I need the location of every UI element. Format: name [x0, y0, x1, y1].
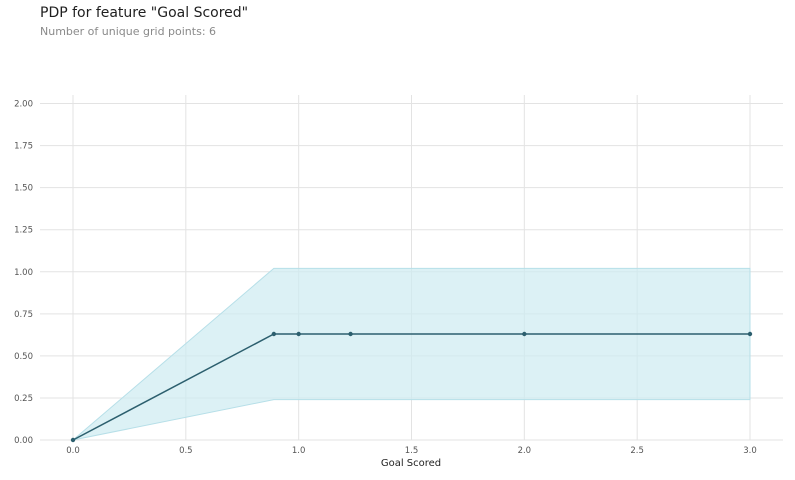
y-tick-label: 1.50: [14, 184, 33, 194]
x-tick-label: 2.5: [630, 446, 644, 456]
y-tick-label: 0.75: [14, 310, 33, 320]
y-tick-label: 0.00: [14, 436, 33, 446]
y-tick-label: 0.25: [14, 394, 33, 404]
y-tick-label: 2.00: [14, 100, 33, 110]
pdp-point: [70, 437, 76, 443]
x-tick-label: 0.0: [66, 446, 80, 456]
y-tick-label: 0.50: [14, 352, 33, 362]
x-tick-label: 0.5: [179, 446, 193, 456]
pdp-point: [747, 331, 753, 337]
x-tick-label: 1.0: [292, 446, 306, 456]
y-tick-label: 1.25: [14, 226, 33, 236]
y-tick-label: 1.00: [14, 268, 33, 278]
pdp-point: [522, 331, 527, 337]
pdp-line: [72, 333, 750, 441]
pdp-line-layer: [72, 333, 750, 441]
pdp-point: [348, 331, 353, 337]
y-tick-label: 1.75: [14, 142, 33, 152]
x-axis-label: Goal Scored: [381, 458, 441, 469]
chart-title: PDP for feature "Goal Scored": [40, 5, 249, 21]
x-tick-label: 2.0: [518, 446, 532, 456]
pdp-point: [271, 331, 277, 337]
pdp-point: [296, 331, 301, 337]
chart-subtitle: Number of unique grid points: 6: [40, 25, 217, 38]
pdp-point-layer: [70, 331, 753, 443]
x-tick-label: 3.0: [743, 446, 757, 456]
x-tick-label: 1.5: [405, 446, 419, 456]
tick-label-layer: 0.00 0.25 0.50 0.75 1.00 1.25 1.50 1.75 2.00 0.0 0…: [14, 100, 757, 457]
